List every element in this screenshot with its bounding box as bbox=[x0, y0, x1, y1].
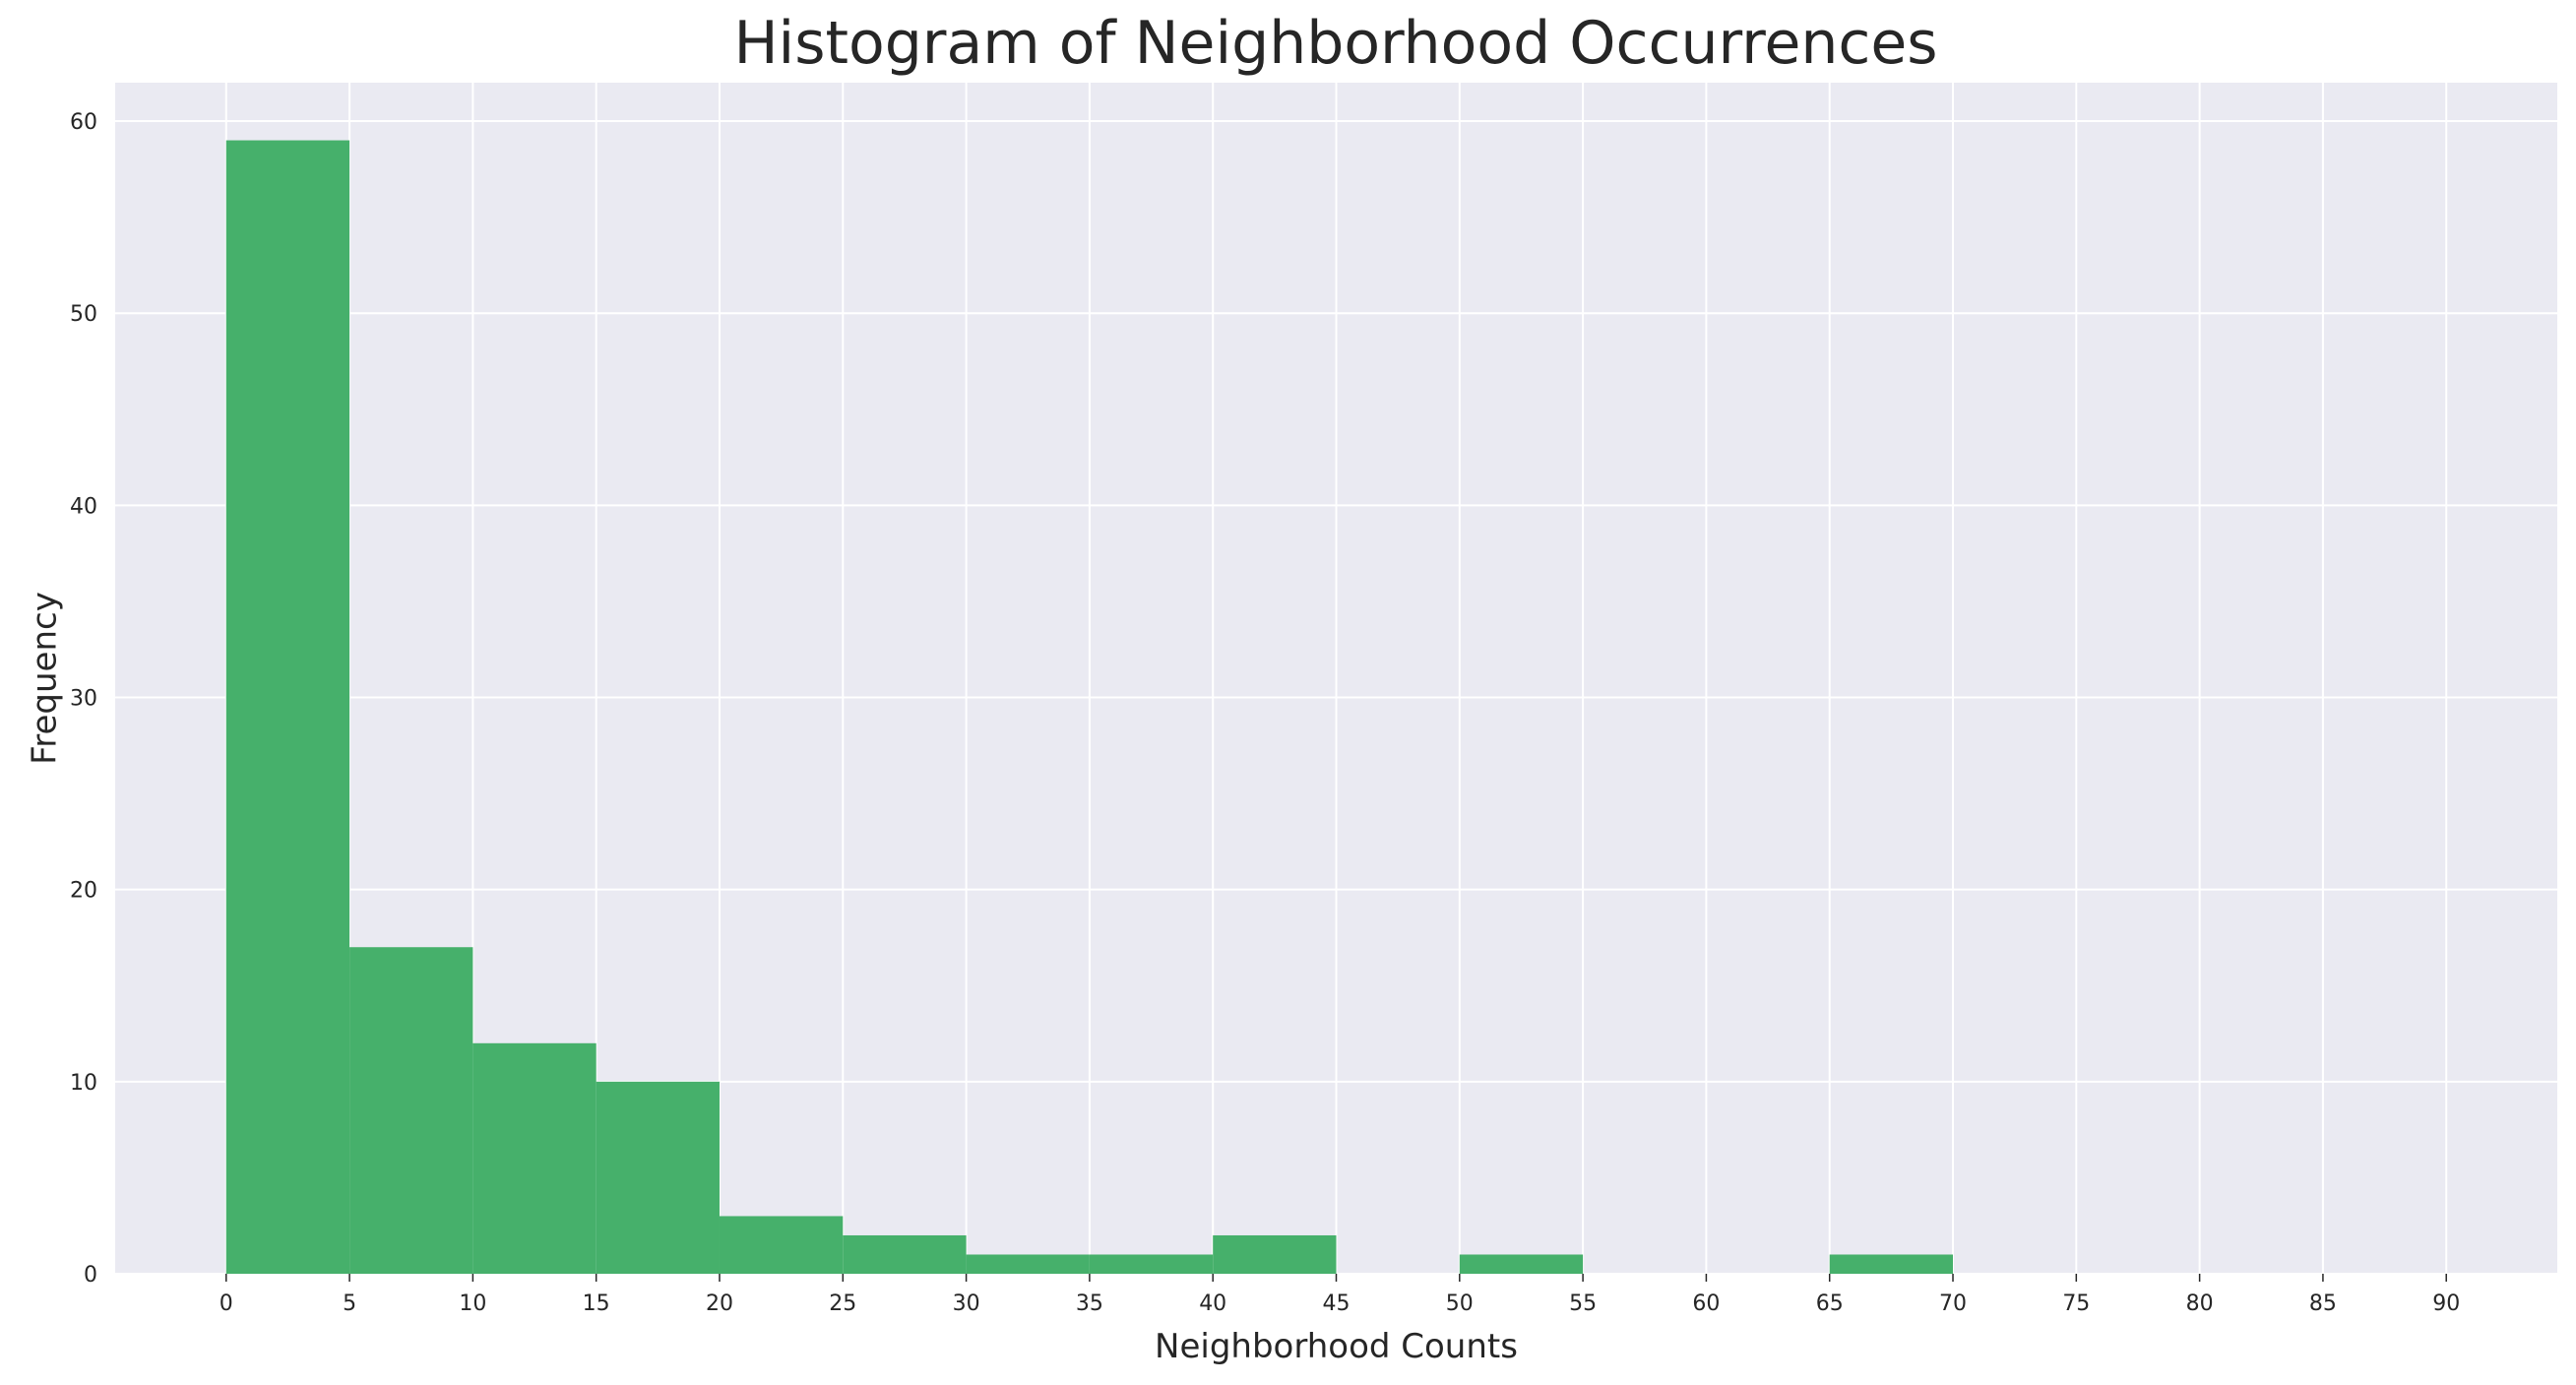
y-axis-ticks: 0 10 20 30 40 50 60 bbox=[70, 110, 97, 1288]
x-tick-label: 55 bbox=[1569, 1291, 1597, 1316]
x-tick-label: 75 bbox=[2062, 1291, 2090, 1316]
histogram-bar bbox=[349, 947, 473, 1274]
x-tick-label: 20 bbox=[706, 1291, 733, 1316]
x-axis-label: Neighborhood Counts bbox=[1155, 1327, 1518, 1366]
y-tick-label: 40 bbox=[70, 494, 97, 519]
y-axis-label: Frequency bbox=[26, 592, 65, 765]
x-tick-label: 65 bbox=[1816, 1291, 1844, 1316]
histogram-bar bbox=[843, 1234, 967, 1274]
x-tick-label: 80 bbox=[2186, 1291, 2214, 1316]
y-tick-label: 20 bbox=[70, 879, 97, 904]
y-tick-label: 10 bbox=[70, 1071, 97, 1096]
y-tick-label: 60 bbox=[70, 110, 97, 135]
x-axis-ticks: 0 5 10 15 20 25 30 35 40 45 50 55 60 65 70 75 80 85 90 bbox=[220, 1274, 2460, 1316]
histogram-bar bbox=[966, 1254, 1090, 1274]
histogram-bar bbox=[719, 1216, 844, 1274]
x-tick-label: 60 bbox=[1692, 1291, 1720, 1316]
x-tick-label: 50 bbox=[1446, 1291, 1474, 1316]
histogram-bar bbox=[225, 140, 350, 1275]
x-tick-label: 85 bbox=[2309, 1291, 2337, 1316]
y-tick-label: 50 bbox=[70, 302, 97, 327]
histogram-bar bbox=[1089, 1254, 1214, 1274]
y-tick-label: 30 bbox=[70, 687, 97, 712]
x-tick-label: 15 bbox=[583, 1291, 610, 1316]
x-tick-label: 30 bbox=[953, 1291, 980, 1316]
x-tick-label: 45 bbox=[1323, 1291, 1351, 1316]
chart-title: Histogram of Neighborhood Occurrences bbox=[733, 9, 1937, 78]
histogram-bar bbox=[472, 1042, 597, 1274]
x-tick-label: 10 bbox=[459, 1291, 486, 1316]
histogram-bar bbox=[1459, 1254, 1584, 1274]
x-tick-label: 35 bbox=[1076, 1291, 1103, 1316]
x-tick-label: 40 bbox=[1199, 1291, 1226, 1316]
grid-lines bbox=[115, 83, 2557, 1275]
y-tick-label: 0 bbox=[84, 1263, 97, 1288]
histogram-bar bbox=[1213, 1234, 1337, 1274]
histogram-bars bbox=[225, 140, 1954, 1275]
x-tick-label: 0 bbox=[220, 1291, 233, 1316]
histogram-bar bbox=[596, 1081, 720, 1274]
x-tick-label: 25 bbox=[829, 1291, 856, 1316]
x-tick-label: 70 bbox=[1939, 1291, 1967, 1316]
x-tick-label: 90 bbox=[2432, 1291, 2460, 1316]
histogram-bar bbox=[1829, 1254, 1954, 1274]
x-tick-label: 5 bbox=[343, 1291, 356, 1316]
